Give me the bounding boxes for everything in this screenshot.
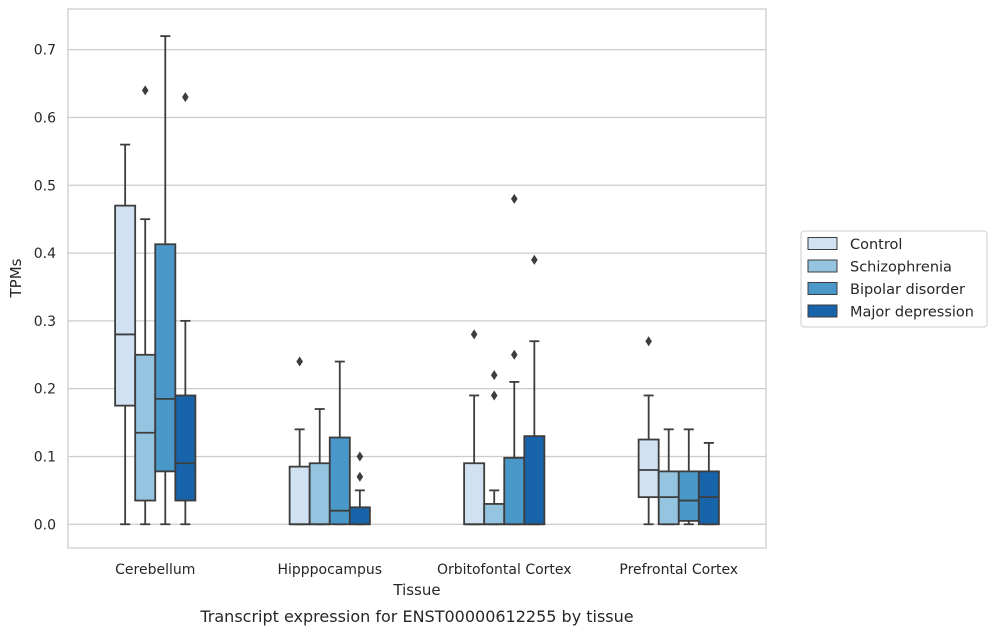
outlier-point	[470, 329, 478, 340]
box-rect	[308, 462, 331, 526]
box-bipolar-disorder	[503, 193, 526, 526]
box-rect	[637, 438, 660, 499]
x-tick-labels: Cerebellum Hipppocampus Orbitofontal Corte…	[115, 562, 738, 578]
y-tick-labels: 0.0 0.1 0.2 0.3 0.4 0.5 0.6 0.7	[34, 43, 56, 534]
x-tick-label: Prefrontal Cortex	[619, 562, 738, 578]
box-rect	[114, 204, 137, 407]
box-rect	[523, 435, 546, 526]
box-major-depression	[523, 254, 546, 526]
box-rect	[328, 436, 351, 526]
box-bipolar-disorder	[328, 360, 351, 526]
plot-frame	[67, 8, 767, 549]
outlier-point	[182, 92, 189, 103]
box-bipolar-disorder	[154, 35, 177, 526]
box-rect	[503, 456, 526, 526]
legend: Control Schizophrenia Bipolar disorder Majo…	[800, 230, 988, 328]
box-rect	[348, 506, 371, 526]
y-tick-label: 0.3	[34, 314, 56, 330]
box-groups	[114, 35, 720, 526]
outlier-point	[296, 356, 303, 367]
box-schizophrenia	[308, 408, 331, 526]
box-rect	[154, 243, 177, 473]
outlier-point	[510, 193, 518, 204]
outlier-point	[356, 471, 364, 482]
figure-caption: Transcript expression for ENST0000061225…	[199, 607, 633, 626]
legend-label: Major depression	[850, 305, 974, 321]
legend-label: Schizophrenia	[850, 260, 952, 276]
x-tick-label: Cerebellum	[115, 562, 195, 578]
outlier-point	[141, 85, 149, 96]
box-bipolar-disorder	[677, 428, 700, 526]
outlier-point	[510, 349, 518, 360]
y-tick-label: 0.1	[34, 449, 56, 465]
outlier-point	[645, 336, 652, 347]
box-rect	[677, 470, 700, 522]
box-rect	[463, 462, 486, 526]
box-schizophrenia	[657, 428, 680, 526]
box-control	[637, 336, 660, 526]
box-control	[288, 356, 311, 526]
x-tick-label: Hipppocampus	[277, 562, 382, 578]
box-major-depression	[174, 92, 197, 526]
outlier-point	[490, 370, 498, 381]
legend-swatch	[807, 237, 838, 250]
box-rect	[174, 394, 197, 502]
y-tick-label: 0.6	[34, 110, 56, 126]
box-rect	[288, 465, 311, 526]
legend-label: Bipolar disorder	[850, 282, 965, 298]
box-rect	[483, 503, 506, 526]
legend-frame	[800, 230, 988, 328]
outlier-point	[490, 390, 498, 401]
box-rect	[134, 353, 157, 502]
box-major-depression	[697, 442, 720, 526]
box-control	[114, 143, 137, 526]
outlier-point	[356, 451, 364, 462]
legend-swatch	[807, 304, 838, 318]
y-tick-label: 0.4	[34, 246, 56, 262]
y-tick-label: 0.0	[34, 517, 56, 533]
legend-label: Control	[850, 237, 902, 253]
x-tick-label: Orbitofontal Cortex	[437, 562, 572, 578]
y-axis-label: TPMs	[7, 258, 25, 298]
box-major-depression	[348, 451, 371, 526]
legend-swatch	[807, 259, 838, 273]
legend-swatch	[807, 282, 838, 295]
outlier-point	[531, 254, 538, 265]
y-tick-label: 0.5	[34, 178, 56, 194]
box-control	[463, 329, 486, 526]
x-axis-label: Tissue	[392, 581, 440, 599]
y-tick-label: 0.7	[34, 43, 56, 59]
y-tick-label: 0.2	[34, 382, 56, 398]
